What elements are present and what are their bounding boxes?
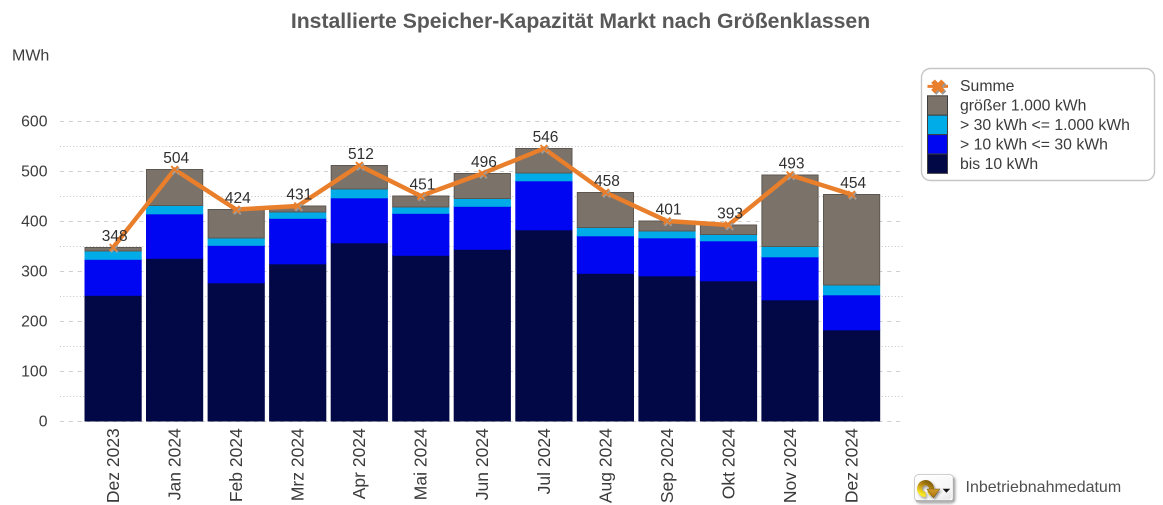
svg-text:Apr 2024: Apr 2024 <box>349 428 369 499</box>
svg-text:401: 401 <box>656 202 682 219</box>
svg-text:Mrz 2024: Mrz 2024 <box>288 428 308 501</box>
svg-text:Summe: Summe <box>960 78 1015 95</box>
svg-text:512: 512 <box>348 146 374 163</box>
svg-text:431: 431 <box>286 187 312 204</box>
svg-text:546: 546 <box>533 129 559 146</box>
svg-text:Jul 2024: Jul 2024 <box>534 428 554 494</box>
svg-text:Okt 2024: Okt 2024 <box>718 428 738 499</box>
svg-text:Jun 2024: Jun 2024 <box>472 428 492 500</box>
svg-text:Dez 2023: Dez 2023 <box>103 428 123 503</box>
svg-text:Dez 2024: Dez 2024 <box>842 428 862 503</box>
svg-text:451: 451 <box>409 177 435 194</box>
svg-text:300: 300 <box>21 264 48 281</box>
svg-text:Inbetriebnahmedatum: Inbetriebnahmedatum <box>966 479 1122 496</box>
svg-text:424: 424 <box>225 190 251 207</box>
svg-text:> 10 kWh <= 30 kWh: > 10 kWh <= 30 kWh <box>960 136 1108 153</box>
svg-text:0: 0 <box>39 414 48 431</box>
svg-text:Sep 2024: Sep 2024 <box>657 428 677 503</box>
svg-text:600: 600 <box>21 114 48 131</box>
svg-text:größer 1.000 kWh: größer 1.000 kWh <box>960 97 1086 114</box>
svg-text:Mai 2024: Mai 2024 <box>411 428 431 500</box>
svg-text:454: 454 <box>840 175 866 192</box>
svg-text:Jan 2024: Jan 2024 <box>165 428 185 500</box>
svg-text:496: 496 <box>471 154 497 171</box>
svg-text:500: 500 <box>21 164 48 181</box>
svg-text:458: 458 <box>594 173 620 190</box>
svg-text:Nov 2024: Nov 2024 <box>780 428 800 503</box>
svg-text:Aug 2024: Aug 2024 <box>595 428 615 503</box>
svg-text:200: 200 <box>21 314 48 331</box>
svg-text:348: 348 <box>102 228 128 245</box>
svg-text:400: 400 <box>21 214 48 231</box>
svg-text:Feb 2024: Feb 2024 <box>226 428 246 502</box>
svg-text:393: 393 <box>717 206 743 223</box>
svg-text:Installierte Speicher-Kapazitä: Installierte Speicher-Kapazität Markt na… <box>291 10 870 33</box>
svg-text:100: 100 <box>21 364 48 381</box>
svg-text:MWh: MWh <box>12 48 49 65</box>
svg-text:504: 504 <box>163 150 189 167</box>
svg-text:493: 493 <box>779 156 805 173</box>
svg-text:bis 10 kWh: bis 10 kWh <box>960 156 1038 173</box>
svg-text:> 30 kWh <= 1.000 kWh: > 30 kWh <= 1.000 kWh <box>960 117 1130 134</box>
